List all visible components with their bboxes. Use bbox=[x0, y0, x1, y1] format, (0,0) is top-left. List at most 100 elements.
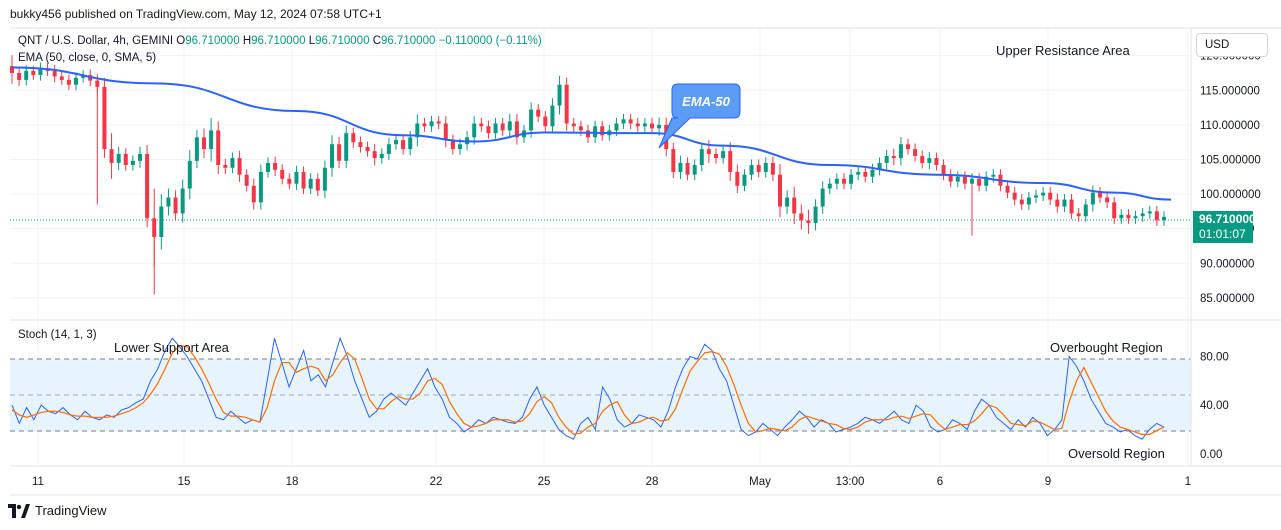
candle bbox=[920, 150, 925, 169]
candle-body bbox=[486, 126, 491, 134]
candle-body bbox=[145, 153, 150, 219]
candle-body bbox=[578, 126, 583, 131]
candle-body bbox=[266, 162, 270, 172]
candle-body bbox=[870, 169, 875, 177]
candle bbox=[977, 173, 982, 192]
candle-body bbox=[280, 169, 285, 179]
ema-legend: EMA (50, close, 0, SMA, 5) bbox=[18, 52, 157, 64]
candle-body bbox=[372, 151, 377, 159]
ema-callout-label: EMA-50 bbox=[682, 94, 730, 109]
candle bbox=[870, 163, 875, 183]
candle-body bbox=[1112, 202, 1117, 219]
time-tick-label: 15 bbox=[178, 476, 191, 488]
price-tick-label: 110.000000 bbox=[1200, 120, 1260, 132]
candle-body bbox=[337, 144, 342, 161]
candle bbox=[813, 199, 818, 231]
candle-body bbox=[24, 70, 29, 80]
time-tick-label: May bbox=[749, 476, 771, 488]
candle bbox=[230, 152, 235, 174]
candle bbox=[258, 164, 263, 210]
candle bbox=[806, 209, 811, 234]
candle-body bbox=[1098, 192, 1102, 198]
candle-body bbox=[820, 188, 825, 207]
stoch-tick-label: 80.00 bbox=[1200, 352, 1229, 364]
candle-body bbox=[543, 116, 548, 127]
candle bbox=[59, 71, 64, 85]
candle-body bbox=[1126, 214, 1131, 219]
candle bbox=[1162, 211, 1166, 226]
candle-body bbox=[294, 171, 299, 184]
candle bbox=[1126, 209, 1131, 224]
candle-body bbox=[365, 147, 370, 152]
candle bbox=[337, 136, 342, 169]
candle-body bbox=[251, 185, 256, 203]
candle bbox=[1012, 187, 1017, 206]
overbought-label: Overbought Region bbox=[1050, 340, 1163, 355]
candle-body bbox=[187, 160, 192, 189]
candle bbox=[1140, 207, 1145, 222]
time-axis-ticks: 11 15 18 22 25 28 May 13:00 6 9 1 bbox=[32, 476, 1191, 488]
candle-body bbox=[1026, 197, 1031, 205]
price-change: −0.110000 (−0.11%) bbox=[438, 35, 542, 47]
candle-body bbox=[678, 162, 683, 172]
candle-body bbox=[827, 183, 832, 189]
ema-callout-bubble bbox=[658, 83, 741, 149]
symbol-name: QNT / U.S. Dollar, 4h, GEMINI bbox=[18, 35, 174, 47]
candle bbox=[514, 114, 519, 145]
stoch-k-line bbox=[11, 336, 1165, 440]
candle-body bbox=[1062, 199, 1067, 207]
candle-body bbox=[216, 130, 221, 166]
candle bbox=[500, 117, 505, 136]
candle bbox=[692, 159, 697, 181]
candle bbox=[550, 98, 555, 134]
tradingview-footer[interactable]: TradingView bbox=[8, 503, 107, 518]
candle bbox=[472, 116, 477, 145]
time-tick-label: 28 bbox=[646, 476, 659, 488]
candle-body bbox=[322, 167, 327, 191]
candle-body bbox=[891, 156, 896, 159]
time-tick-label: 9 bbox=[1045, 476, 1051, 488]
stoch-legend: Stoch (14, 1, 3) bbox=[18, 329, 97, 341]
publisher-header: bukky456 published on TradingView.com, M… bbox=[10, 7, 382, 21]
candle-body bbox=[415, 123, 420, 138]
candle-body bbox=[66, 79, 71, 85]
candle bbox=[906, 138, 910, 155]
candle-body bbox=[493, 123, 498, 134]
candle bbox=[145, 144, 150, 228]
ohlc-c: C96.710000 bbox=[372, 35, 436, 47]
candle bbox=[372, 143, 377, 166]
candle-body bbox=[223, 165, 228, 168]
candle-body bbox=[394, 140, 398, 145]
candle bbox=[586, 124, 590, 143]
candle-body bbox=[842, 178, 846, 184]
candle-body bbox=[1154, 211, 1159, 221]
candle bbox=[287, 173, 292, 190]
candle bbox=[493, 117, 498, 139]
candle bbox=[792, 186, 797, 225]
candle bbox=[251, 178, 256, 210]
candle-body bbox=[408, 137, 413, 150]
candle-body bbox=[706, 149, 711, 154]
candle bbox=[358, 136, 363, 153]
candle-body bbox=[273, 162, 278, 170]
candle-body bbox=[514, 121, 519, 138]
ohlc-l: L96.710000 bbox=[308, 35, 370, 47]
candle bbox=[529, 102, 534, 138]
currency-button[interactable]: USD bbox=[1196, 33, 1268, 57]
candle bbox=[443, 116, 448, 148]
candle bbox=[1083, 198, 1088, 222]
candle-body bbox=[422, 123, 427, 127]
candle-body bbox=[863, 171, 868, 177]
time-tick-label: 11 bbox=[32, 476, 44, 488]
candle bbox=[543, 111, 548, 132]
candle-body bbox=[194, 137, 199, 161]
time-tick-label: 18 bbox=[286, 476, 299, 488]
candle-body bbox=[834, 178, 839, 184]
candle bbox=[721, 145, 726, 164]
candle bbox=[294, 165, 299, 190]
candle bbox=[322, 160, 327, 198]
candle bbox=[344, 125, 349, 169]
candle bbox=[422, 117, 427, 132]
candle bbox=[1055, 193, 1060, 213]
